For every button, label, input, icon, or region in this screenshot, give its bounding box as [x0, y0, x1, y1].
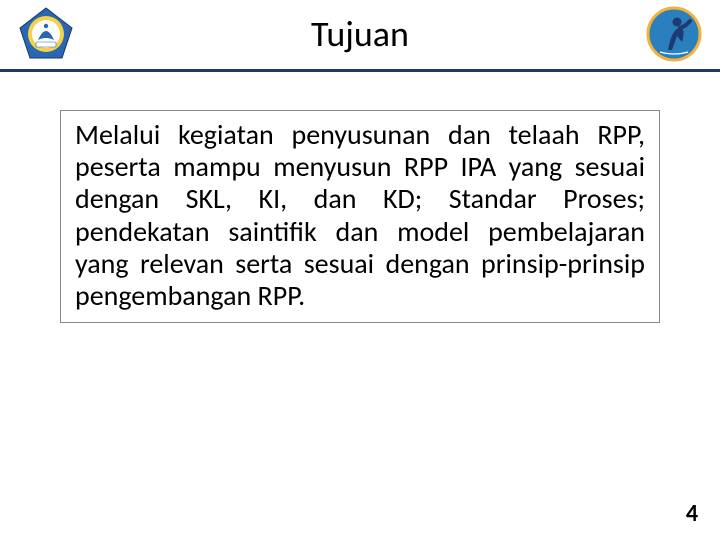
content-box: Melalui kegiatan penyusunan dan telaah R… — [60, 110, 660, 323]
slide-title: Tujuan — [0, 0, 720, 56]
body-text: Melalui kegiatan penyusunan dan telaah R… — [75, 119, 645, 312]
kurikulum-logo — [646, 6, 702, 62]
header-divider — [0, 69, 720, 72]
page-number: 4 — [686, 499, 698, 528]
tut-wuri-handayani-logo — [18, 6, 74, 62]
header: Tujuan — [0, 0, 720, 72]
slide: Tujuan Melalui kegiatan penyusunan dan t… — [0, 0, 720, 540]
